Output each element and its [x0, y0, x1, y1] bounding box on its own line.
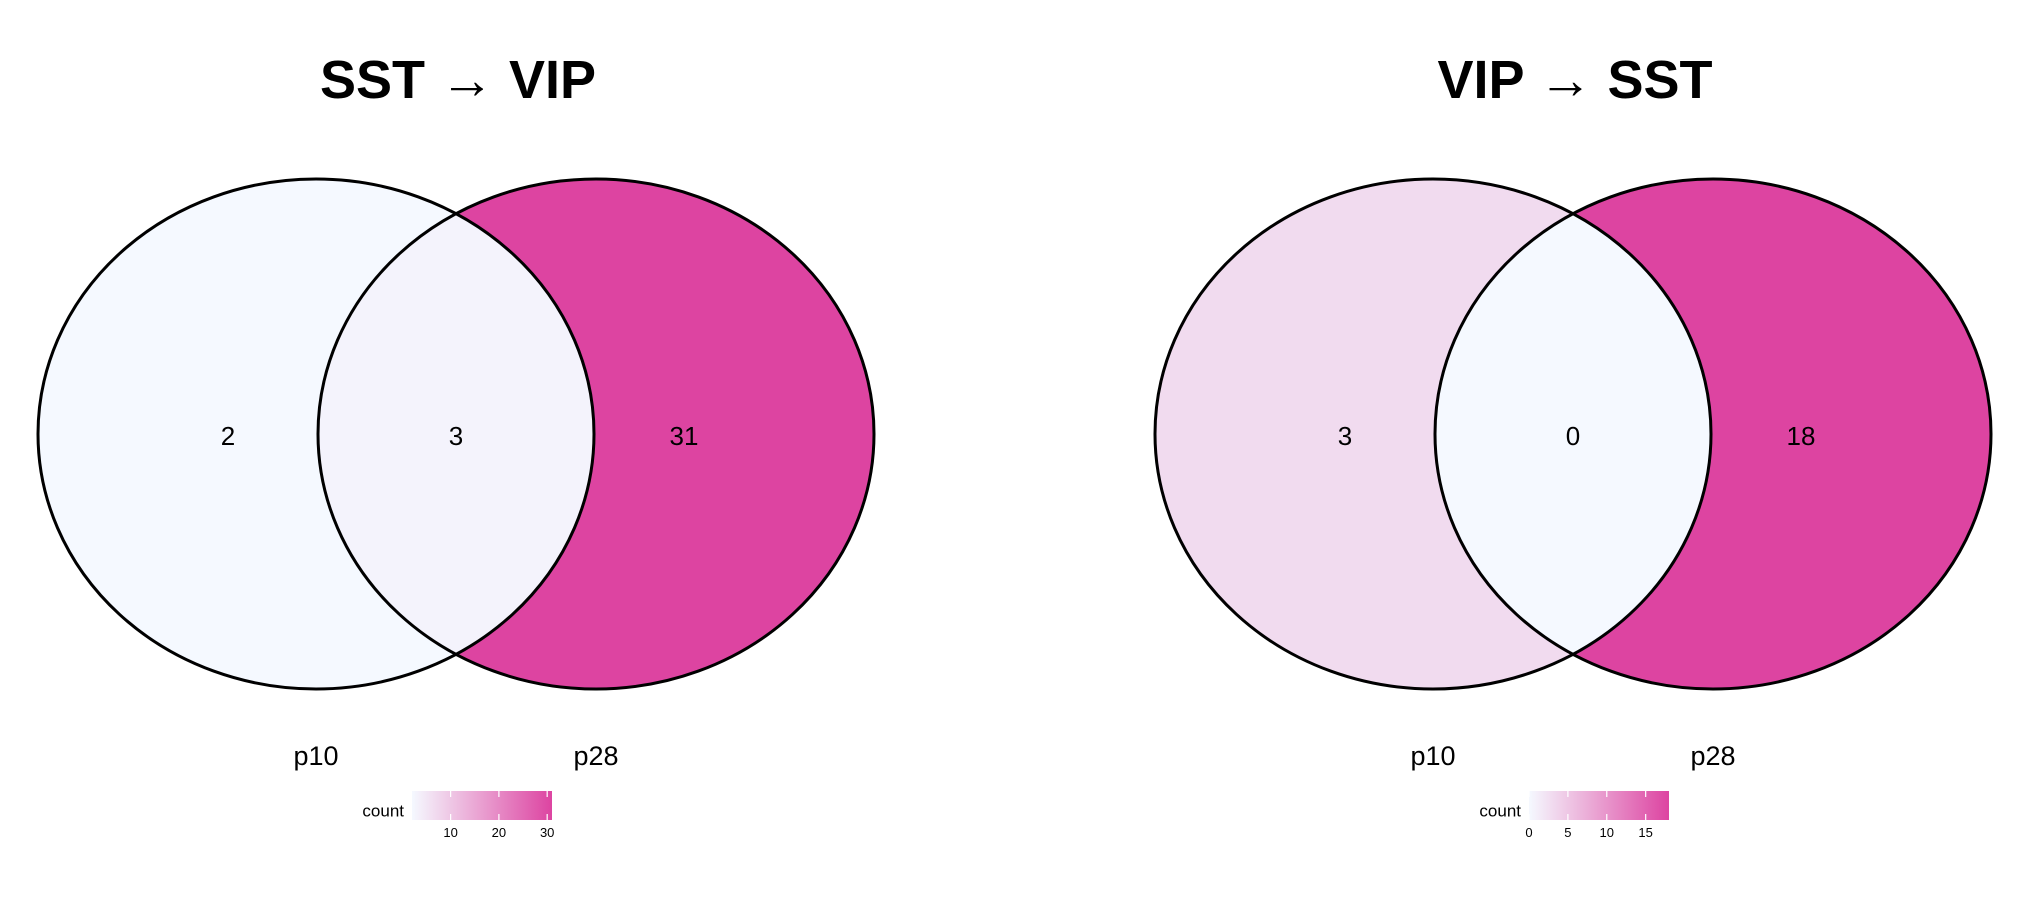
region-count-label: 2: [221, 421, 235, 451]
venn-circle-p10: [36, 177, 596, 691]
venn-region-intersection: [318, 179, 594, 689]
legend-title: count: [1479, 802, 1521, 821]
chart-title: VIP → SST: [1437, 50, 1712, 110]
legend-tick-label: 5: [1564, 825, 1571, 840]
region-count-label: 18: [1787, 421, 1816, 451]
region-count-label: 0: [1566, 421, 1580, 451]
color-legend: count 10 20 30: [362, 791, 554, 840]
color-legend: count 0 5 10 15: [1479, 791, 1669, 840]
set-label-p28: p28: [573, 741, 618, 771]
legend-colorbar: [412, 791, 552, 820]
legend-tick-label: 10: [1600, 825, 1614, 840]
legend-title: count: [362, 802, 404, 821]
venn-panel-1: SST → VIP 2 3 31 p10 p28 count 10 20 30: [36, 50, 876, 840]
legend-tick-label: 10: [443, 825, 457, 840]
set-label-p10: p10: [293, 741, 338, 771]
set-label-p28: p28: [1690, 741, 1735, 771]
chart-title: SST → VIP: [320, 50, 596, 110]
region-count-label: 3: [1338, 421, 1352, 451]
legend-tick-label: 30: [540, 825, 554, 840]
region-count-label: 3: [449, 421, 463, 451]
venn-circle-p28: [1433, 177, 1993, 691]
region-count-label: 31: [670, 421, 699, 451]
legend-tick-label: 20: [492, 825, 506, 840]
legend-colorbar: [1529, 791, 1669, 820]
legend-tick-label: 15: [1638, 825, 1652, 840]
venn-circle-p10: [1153, 177, 1713, 691]
venn-region-intersection: [1435, 179, 1711, 689]
set-label-p10: p10: [1410, 741, 1455, 771]
legend-tick-label: 0: [1525, 825, 1532, 840]
venn-panel-2: VIP → SST 3 0 18 p10 p28 count 0 5 10 15: [1153, 50, 1993, 840]
venn-circle-p28: [316, 177, 876, 691]
